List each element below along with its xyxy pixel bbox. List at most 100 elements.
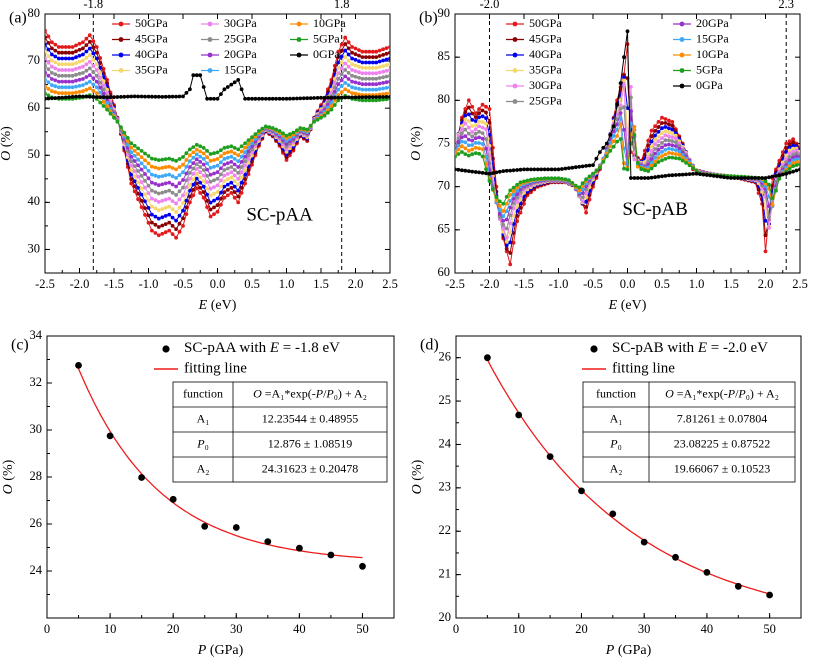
data-point — [494, 195, 499, 200]
data-point — [336, 55, 341, 59]
data-point — [511, 185, 516, 190]
data-point — [160, 207, 165, 211]
data-point — [215, 157, 220, 161]
data-point — [270, 126, 275, 130]
data-point — [794, 168, 799, 173]
data-point — [377, 87, 382, 91]
data-point — [580, 199, 585, 204]
data-point — [184, 91, 189, 95]
data-point — [143, 213, 147, 217]
data-point — [94, 62, 99, 67]
data-point — [87, 73, 92, 77]
data-point — [77, 53, 82, 58]
data-point — [67, 50, 71, 55]
table-param: A₁ — [197, 411, 210, 425]
data-point — [74, 49, 78, 54]
legend-entry: 10GPa — [313, 16, 346, 30]
data-point — [170, 157, 175, 162]
data-point — [201, 184, 206, 189]
data-point — [146, 154, 151, 158]
data-point — [753, 176, 758, 180]
data-point — [374, 87, 379, 92]
data-point — [177, 94, 182, 99]
data-point — [767, 215, 771, 220]
data-point — [132, 159, 137, 163]
data-point — [553, 167, 557, 172]
data-point — [367, 71, 372, 76]
data-point — [653, 147, 657, 151]
data-point — [296, 544, 303, 552]
data-point — [305, 96, 310, 101]
data-point — [232, 524, 240, 531]
legend-entry: 25GPa — [529, 93, 562, 107]
data-point — [370, 95, 375, 99]
data-point — [143, 151, 147, 156]
data-point — [484, 137, 488, 142]
data-point — [381, 64, 385, 68]
data-point — [201, 162, 206, 167]
data-point — [84, 94, 89, 99]
data-point — [370, 82, 375, 87]
data-point — [139, 94, 144, 99]
data-point — [640, 538, 648, 546]
data-point — [46, 73, 51, 78]
legend-entry: 40GPa — [135, 47, 168, 61]
data-point — [132, 149, 137, 153]
data-point — [346, 71, 351, 75]
data-point — [184, 164, 189, 169]
data-point — [112, 115, 116, 120]
data-point — [250, 138, 254, 143]
data-point — [615, 134, 619, 138]
data-point — [170, 94, 175, 99]
x-tick-label: 20 — [575, 622, 588, 636]
data-point — [594, 168, 599, 173]
data-point — [167, 196, 172, 201]
data-point — [284, 158, 289, 162]
data-point — [529, 167, 533, 172]
data-point — [264, 538, 272, 545]
data-point — [798, 167, 800, 172]
data-point — [364, 87, 368, 92]
data-point — [466, 149, 471, 153]
data-point — [518, 180, 523, 185]
data-point — [515, 168, 519, 172]
data-point — [570, 165, 575, 170]
legend-swatch-marker — [679, 21, 685, 27]
data-point — [67, 45, 71, 49]
data-point — [163, 157, 168, 162]
data-point — [629, 95, 633, 100]
data-point — [518, 206, 523, 210]
y-tick-label: 20 — [439, 610, 452, 624]
data-point — [108, 111, 113, 116]
data-point — [653, 163, 657, 168]
data-point — [539, 176, 544, 181]
data-point — [577, 185, 582, 190]
reference-line-label: -1.8 — [83, 0, 103, 11]
data-point — [511, 168, 516, 173]
data-point — [84, 87, 89, 92]
data-point — [98, 65, 103, 70]
data-point — [46, 96, 51, 101]
data-point — [632, 125, 637, 129]
data-point — [94, 95, 99, 99]
data-point — [497, 199, 502, 204]
data-point — [649, 128, 654, 133]
data-point — [560, 176, 564, 181]
data-point — [598, 165, 602, 170]
data-point — [677, 144, 682, 148]
data-point — [680, 158, 685, 163]
data-point — [473, 141, 478, 145]
data-point — [578, 487, 585, 495]
data-point — [129, 145, 134, 150]
data-point — [463, 146, 468, 151]
data-point — [515, 204, 519, 209]
data-point — [67, 91, 71, 95]
data-point — [470, 104, 475, 109]
data-point — [63, 45, 68, 49]
data-point — [350, 91, 354, 95]
data-point — [477, 151, 481, 156]
data-point — [153, 190, 158, 195]
data-point — [219, 190, 223, 195]
x-tick-label: 2.0 — [758, 277, 774, 291]
data-point — [667, 118, 671, 123]
